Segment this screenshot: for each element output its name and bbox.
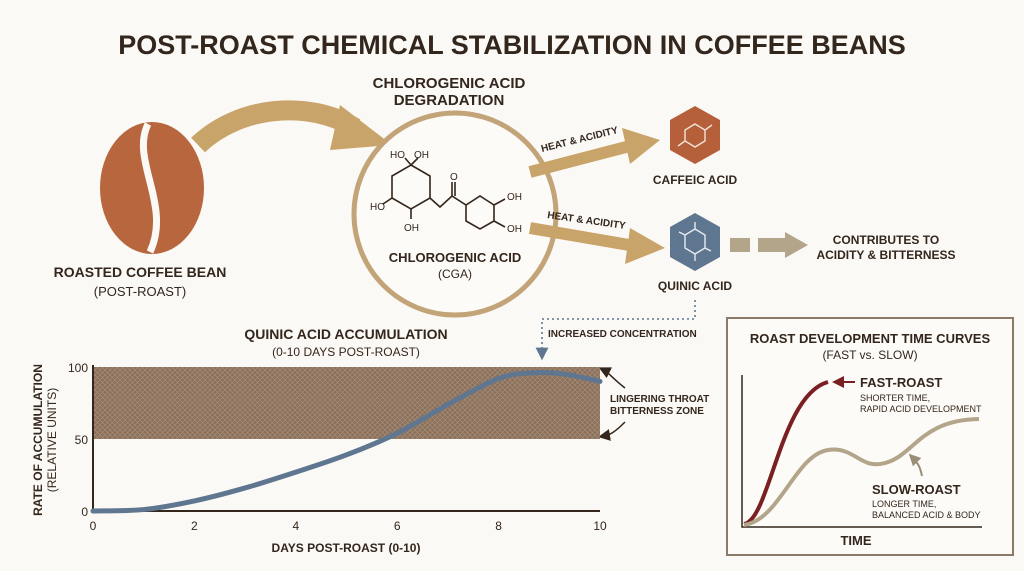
x-tick-label: 8	[495, 519, 502, 533]
y-tick-label: 100	[68, 361, 88, 375]
chart2-subtitle: (FAST vs. SLOW)	[822, 348, 917, 362]
quinic-acid-hexagon-icon	[670, 213, 720, 271]
page-title: POST-ROAST CHEMICAL STABILIZATION IN COF…	[118, 30, 906, 60]
panel-frame	[726, 317, 1014, 556]
fast-roast-label: FAST-ROAST	[860, 375, 942, 390]
concentration-note: INCREASED CONCENTRATION	[548, 329, 697, 340]
caffeic-acid-hexagon-icon	[670, 106, 720, 164]
molecule-abbr: (CGA)	[438, 267, 472, 281]
slow-roast-arrow	[908, 453, 923, 477]
x-tick-label: 6	[394, 519, 401, 533]
bean-sublabel: (POST-ROAST)	[94, 284, 186, 299]
x-tick-label: 0	[90, 519, 97, 533]
chart1-title: QUINIC ACID ACCUMULATION	[244, 326, 447, 342]
y-tick-label: 50	[75, 433, 89, 447]
bitterness-zone-band	[93, 367, 600, 439]
quinic-acid-label: QUINIC ACID	[658, 279, 733, 293]
chart1-ylabel: RATE OF ACCUMULATION	[31, 364, 45, 516]
x-tick-label: 4	[292, 519, 299, 533]
molecule-label: CHLOROGENIC ACID	[389, 250, 521, 265]
y-tick-label: 0	[81, 505, 88, 519]
chart2-axes	[741, 375, 982, 528]
molecule-groups: HO OH HO OH O OH OH	[370, 150, 522, 235]
molecule-circle	[351, 110, 559, 318]
pathway-arrow-caffeic	[528, 128, 660, 178]
band-label-2: BITTERNESS ZONE	[610, 406, 704, 417]
x-tick-label: 10	[593, 519, 607, 533]
fast-roast-note-1: SHORTER TIME,	[860, 393, 930, 403]
pathway-arrow-quinic	[528, 222, 665, 264]
slow-roast-label: SLOW-ROAST	[872, 482, 961, 497]
slow-roast-curve	[743, 417, 980, 527]
band-label-1: LINGERING THROAT	[610, 394, 709, 405]
chart1-ylabel-sub: (RELATIVE UNITS)	[45, 388, 59, 492]
bean-label: ROASTED COFFEE BEAN	[54, 264, 227, 280]
effect-line-2: ACIDITY & BITTERNESS	[816, 248, 955, 262]
fast-roast-note-2: RAPID ACID DEVELOPMENT	[860, 404, 982, 414]
chlorogenic-acid-structure-icon	[382, 157, 506, 230]
group-oh: OH	[507, 192, 522, 203]
fast-roast-curve	[743, 380, 829, 526]
coffee-bean-icon	[100, 122, 204, 254]
group-oh: OH	[404, 223, 419, 234]
chart1-subtitle: (0-10 DAYS POST-ROAST)	[272, 345, 420, 359]
band-bottom-arrow	[598, 421, 626, 441]
slow-roast-note-1: LONGER TIME,	[872, 499, 936, 509]
group-ho: HO	[390, 150, 405, 161]
band-top-arrow	[598, 367, 626, 389]
quinic-acid-chart: QUINIC ACID ACCUMULATION (0-10 DAYS POST…	[31, 326, 709, 555]
group-oh: OH	[414, 150, 429, 161]
degradation-title-2: DEGRADATION	[394, 92, 505, 109]
slow-roast-note-2: BALANCED ACID & BODY	[872, 510, 981, 520]
chart2-title: ROAST DEVELOPMENT TIME CURVES	[750, 331, 991, 346]
chart2-xlabel: TIME	[840, 533, 871, 548]
x-tick-label: 2	[191, 519, 198, 533]
roast-curves-panel: ROAST DEVELOPMENT TIME CURVES (FAST vs. …	[726, 317, 1014, 556]
degradation-title-1: CHLOROGENIC ACID	[373, 75, 526, 92]
caffeic-acid-label: CAFFEIC ACID	[653, 173, 738, 187]
group-oh: OH	[507, 224, 522, 235]
effect-line-1: CONTRIBUTES TO	[833, 233, 939, 247]
group-ho: HO	[370, 202, 385, 213]
concentration-connector	[535, 300, 696, 361]
big-curved-arrow	[191, 100, 392, 153]
chart1-xlabel: DAYS POST-ROAST (0-10)	[272, 541, 421, 555]
group-o: O	[450, 172, 458, 183]
effect-arrows	[730, 232, 808, 258]
quinic-acid-line	[90, 369, 603, 514]
